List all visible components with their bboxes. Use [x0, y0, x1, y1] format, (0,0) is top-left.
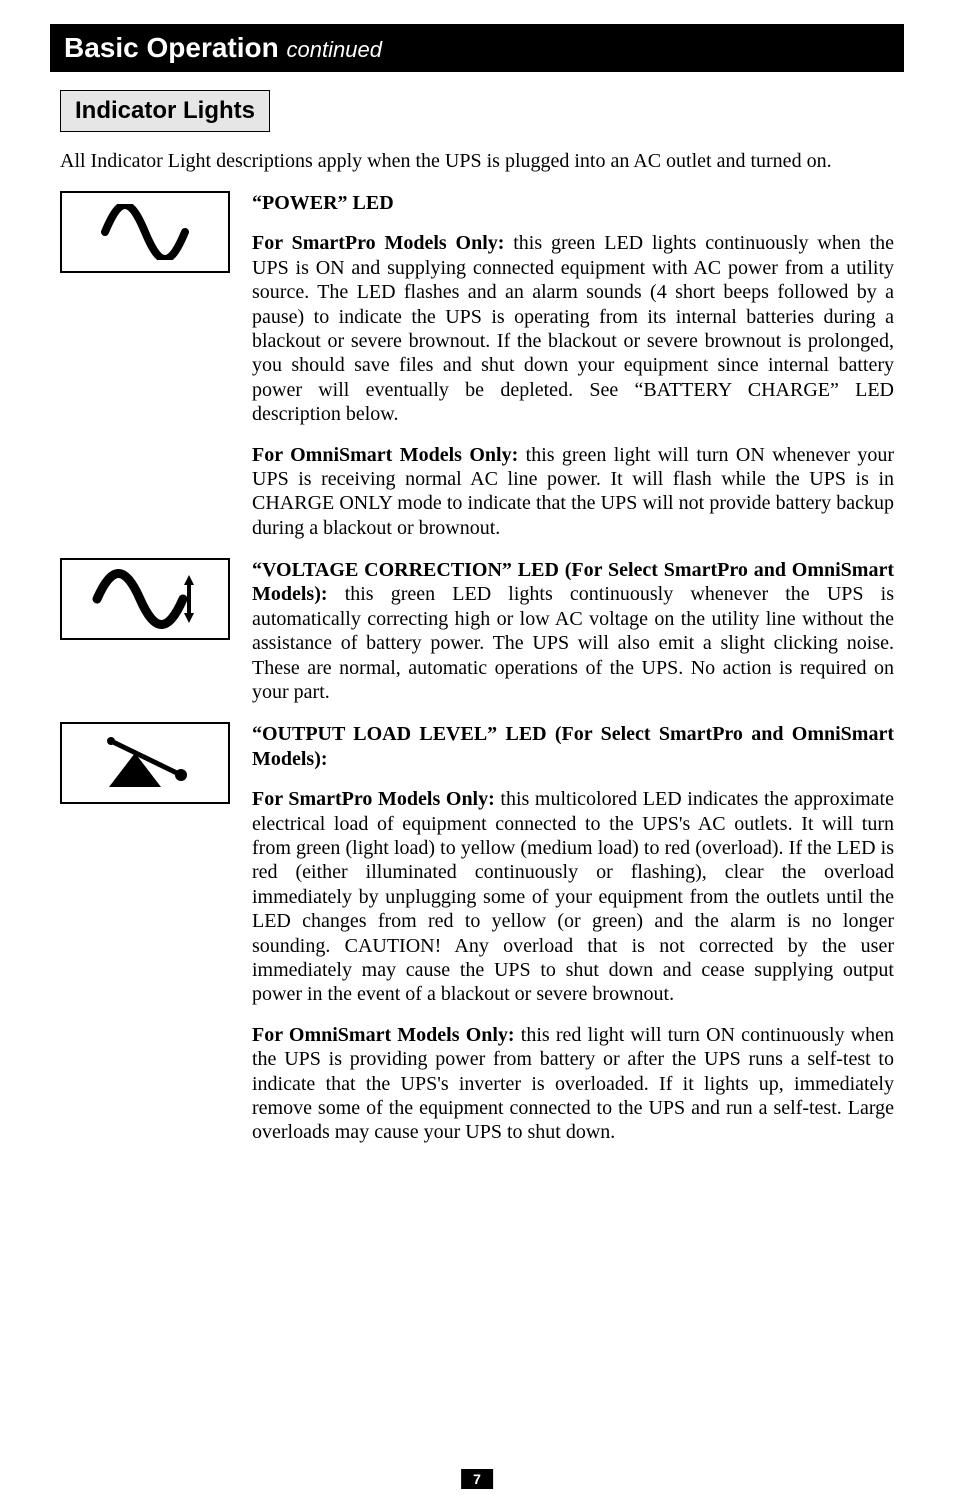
voltage-section: “VOLTAGE CORRECTION” LED (For Select Sma…	[60, 558, 894, 704]
power-p2-lead: For OmniSmart Models Only:	[252, 444, 518, 466]
page-number: 7	[461, 1469, 493, 1489]
load-level-icon	[60, 722, 230, 804]
power-icon-col	[60, 191, 230, 273]
sine-wave-icon	[60, 191, 230, 273]
power-section: “POWER” LED For SmartPro Models Only: th…	[60, 191, 894, 540]
output-title: “OUTPUT LOAD LEVEL” LED (For Select Smar…	[252, 723, 894, 769]
band-title: Basic Operation	[64, 32, 287, 63]
output-p1-body: this multicolored LED indicates the appr…	[252, 788, 894, 1005]
section-band: Basic Operation continued	[50, 24, 904, 72]
power-p1-body: this green LED lights continuously when …	[252, 232, 894, 425]
voltage-body: this green LED lights continuously whene…	[252, 583, 894, 703]
power-p1-lead: For SmartPro Models Only:	[252, 232, 504, 254]
power-text: “POWER” LED For SmartPro Models Only: th…	[252, 191, 894, 540]
voltage-correction-icon	[60, 558, 230, 640]
output-p1-lead: For SmartPro Models Only:	[252, 788, 495, 810]
intro-text: All Indicator Light descriptions apply w…	[60, 150, 894, 173]
voltage-icon-col	[60, 558, 230, 640]
subheading-text: Indicator Lights	[75, 97, 255, 124]
output-icon-col	[60, 722, 230, 804]
output-section: “OUTPUT LOAD LEVEL” LED (For Select Smar…	[60, 722, 894, 1144]
subheading-box: Indicator Lights	[60, 90, 270, 132]
voltage-text: “VOLTAGE CORRECTION” LED (For Select Sma…	[252, 558, 894, 704]
output-text: “OUTPUT LOAD LEVEL” LED (For Select Smar…	[252, 722, 894, 1144]
output-p2-lead: For OmniSmart Models Only:	[252, 1024, 515, 1046]
power-title: “POWER” LED	[252, 192, 394, 214]
band-subtitle: continued	[287, 37, 382, 62]
